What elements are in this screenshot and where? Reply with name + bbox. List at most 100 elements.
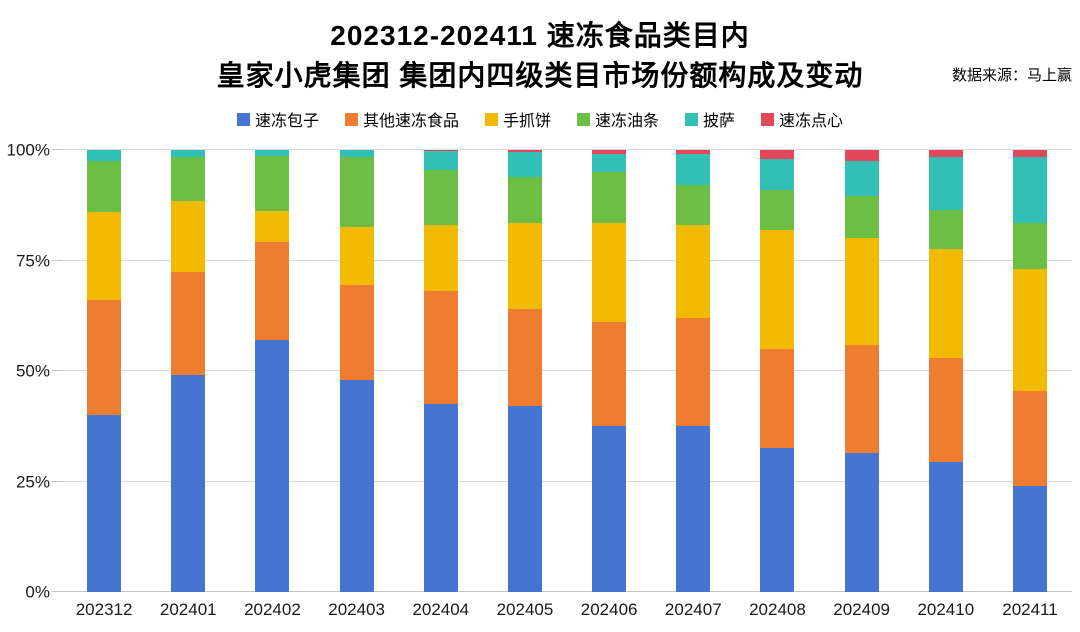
bar-segment xyxy=(592,222,627,323)
y-axis-tick xyxy=(52,591,62,592)
bar-segment xyxy=(592,426,627,592)
bar-segment xyxy=(676,426,711,592)
bar-slot xyxy=(230,150,314,592)
bar-segment xyxy=(339,284,374,380)
bar-segment xyxy=(1012,390,1047,486)
stacked-bar xyxy=(1012,150,1047,592)
stacked-bar xyxy=(676,150,711,592)
bar-segment xyxy=(255,155,290,212)
x-axis-label: 202407 xyxy=(664,600,722,619)
bar-segment xyxy=(928,461,963,592)
legend-swatch-icon xyxy=(685,112,699,126)
stacked-bar xyxy=(928,150,963,592)
bar-slot xyxy=(399,150,483,592)
x-axis-label: 202403 xyxy=(328,600,385,619)
bar-segment xyxy=(676,150,711,155)
x-axis-label: 202404 xyxy=(412,600,470,619)
bar-segment xyxy=(171,150,206,157)
stacked-bar xyxy=(844,150,879,592)
bar-segment xyxy=(507,309,542,407)
bar-segment xyxy=(844,344,879,453)
y-axis-tick xyxy=(52,480,62,482)
bar-segment xyxy=(1012,150,1047,157)
legend-swatch-icon xyxy=(761,112,775,126)
bar-segment xyxy=(844,150,879,162)
bar-segment xyxy=(339,156,374,228)
bar-slot xyxy=(315,150,399,592)
legend-item: 其他速冻食品 xyxy=(344,107,459,131)
bar-segment xyxy=(423,291,458,405)
bar-segment xyxy=(844,161,879,197)
bar-segment xyxy=(339,150,374,157)
bar-segment xyxy=(255,340,290,592)
bar-segment xyxy=(760,158,795,190)
bar-segment xyxy=(171,156,206,201)
bars-container xyxy=(62,150,1072,592)
bar-segment xyxy=(592,150,627,155)
bar-segment xyxy=(87,415,122,592)
bar-segment xyxy=(760,229,795,349)
gridline xyxy=(62,370,1072,371)
bar-segment xyxy=(928,156,963,210)
stacked-bar xyxy=(87,150,122,592)
bar-slot xyxy=(988,150,1072,592)
bar-segment xyxy=(928,249,963,358)
bar-segment xyxy=(171,200,206,272)
legend: 速冻包子 其他速冻食品 手抓饼 速冻油条 披萨 速冻点心 xyxy=(0,107,1080,131)
bar-segment xyxy=(255,241,290,341)
stacked-bar xyxy=(339,150,374,592)
bar-segment xyxy=(592,322,627,427)
bar-segment xyxy=(339,379,374,592)
data-source-label: 数据来源：马上赢 xyxy=(951,68,1072,84)
y-axis-label: 50% xyxy=(15,361,50,381)
bar-segment xyxy=(592,154,627,173)
bar-segment xyxy=(255,150,290,156)
bar-segment xyxy=(676,185,711,226)
bar-slot xyxy=(146,150,230,592)
bar-segment xyxy=(928,209,963,250)
bar-segment xyxy=(87,211,122,301)
bar-segment xyxy=(760,150,795,159)
x-axis-label: 202312 xyxy=(75,600,133,619)
bar-segment xyxy=(592,172,627,223)
chart-title-line1: 202312-202411 速冻食品类目内 xyxy=(330,20,750,51)
bar-slot xyxy=(483,150,567,592)
gridline xyxy=(62,259,1072,261)
stacked-bar xyxy=(760,150,795,592)
x-axis-label: 202408 xyxy=(749,600,806,619)
bar-slot xyxy=(735,150,819,592)
bar-segment xyxy=(507,152,542,177)
stacked-bar xyxy=(507,150,542,592)
bar-segment xyxy=(1012,156,1047,223)
x-axis-label: 202411 xyxy=(1002,600,1058,619)
x-axis: 202312 202401 202402 202403 202404 202405 2024… xyxy=(62,600,1072,620)
bar-segment xyxy=(760,189,795,230)
y-axis-label: 100% xyxy=(6,140,50,160)
bar-segment xyxy=(928,150,963,157)
bar-slot xyxy=(904,150,988,592)
plot-area xyxy=(52,149,1072,592)
bar-slot xyxy=(567,150,651,592)
bar-segment xyxy=(423,169,458,226)
bar-segment xyxy=(339,227,374,285)
stacked-bar xyxy=(255,150,290,592)
x-axis-label: 202406 xyxy=(580,600,638,619)
bar-segment xyxy=(928,357,963,462)
x-axis-label: 202405 xyxy=(496,600,554,619)
bar-segment xyxy=(1012,485,1047,592)
bar-slot xyxy=(820,150,904,592)
legend-label: 速冻包子 xyxy=(254,113,319,130)
legend-label: 披萨 xyxy=(703,113,736,130)
y-axis-label: 0% xyxy=(25,582,50,602)
legend-item: 速冻油条 xyxy=(577,107,659,131)
bar-segment xyxy=(760,348,795,449)
bar-segment xyxy=(87,150,122,162)
x-axis-label: 202409 xyxy=(833,600,890,619)
bar-segment xyxy=(423,151,458,170)
bar-segment xyxy=(87,300,122,416)
legend-label: 其他速冻食品 xyxy=(362,113,459,130)
y-axis: 0% 25% 50% 75% 100% xyxy=(0,142,50,601)
bar-segment xyxy=(171,375,206,592)
stacked-bar xyxy=(171,150,206,592)
